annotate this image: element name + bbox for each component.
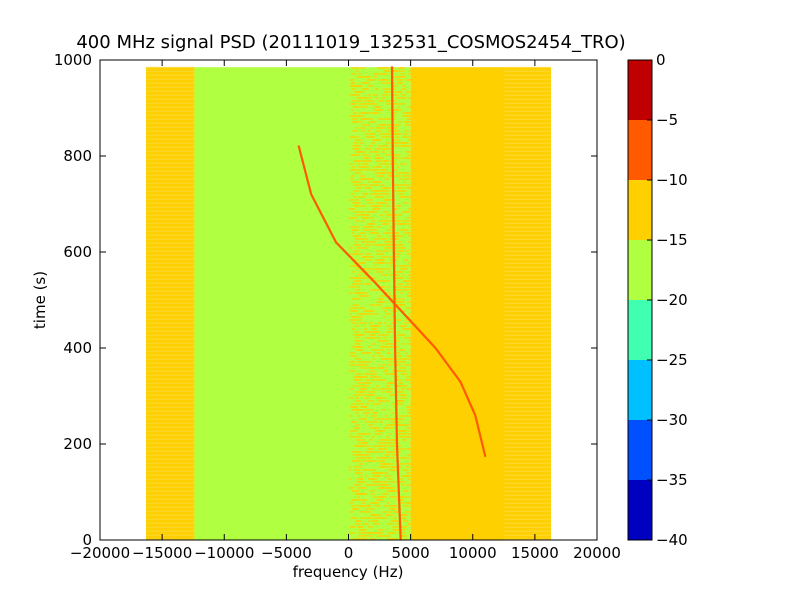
colorbar-tick-label: −20 [656, 291, 688, 309]
colorbar-tick-label: −10 [656, 171, 688, 189]
x-tick-label: −15000 [132, 544, 192, 562]
colorbar-tick-label: −40 [656, 531, 688, 549]
colorbar-tick-label: −30 [656, 411, 688, 429]
y-tick-label: 0 [82, 531, 92, 549]
colorbar-tick-label: −5 [656, 111, 678, 129]
x-tick-label: 15000 [511, 544, 559, 562]
colorbar-segment [628, 60, 652, 120]
x-tick-label: 10000 [449, 544, 497, 562]
x-tick-label: −10000 [194, 544, 254, 562]
colorbar-segment [628, 240, 652, 300]
colorbar-segment [628, 420, 652, 480]
colorbar-segment [628, 180, 652, 240]
colorbar: −40 −35 −30 −25 −20 −15 −10 −5 0 [627, 51, 688, 549]
heatmap-stripes [145, 66, 552, 540]
y-tick-label: 800 [63, 147, 92, 165]
heatmap-region-3 [348, 67, 411, 540]
heatmap-image [145, 66, 552, 540]
x-tick-label: 0 [344, 544, 354, 562]
chart-title: 400 MHz signal PSD (20111019_132531_COSM… [76, 32, 625, 53]
colorbar-tick-label: 0 [656, 51, 666, 69]
colorbar-segment [628, 120, 652, 180]
x-tick-label: 5000 [392, 544, 430, 562]
colorbar-segment [628, 480, 652, 540]
colorbar-segment [628, 360, 652, 420]
x-tick-label: 20000 [573, 544, 621, 562]
colorbar-tick-label: −15 [656, 231, 688, 249]
x-tick-label: −5000 [261, 544, 312, 562]
x-axis-label: frequency (Hz) [293, 563, 404, 581]
y-tick-label: 200 [63, 435, 92, 453]
x-tick-label: −20000 [70, 544, 130, 562]
colorbar-tick-label: −35 [656, 471, 688, 489]
colorbar-segment [628, 300, 652, 360]
y-axis-label: time (s) [31, 271, 49, 329]
y-tick-label: 400 [63, 339, 92, 357]
signal-traces [297, 66, 487, 540]
y-tick-label: 600 [63, 243, 92, 261]
x-axis: −20000 −15000 −10000 −5000 0 5000 10000 15000 20… [70, 60, 621, 562]
heatmap-region-2 [194, 67, 349, 540]
colorbar-tick-label: −25 [656, 351, 688, 369]
y-tick-label: 1000 [54, 51, 92, 69]
y-axis: 0 200 400 600 800 1000 [54, 51, 597, 549]
